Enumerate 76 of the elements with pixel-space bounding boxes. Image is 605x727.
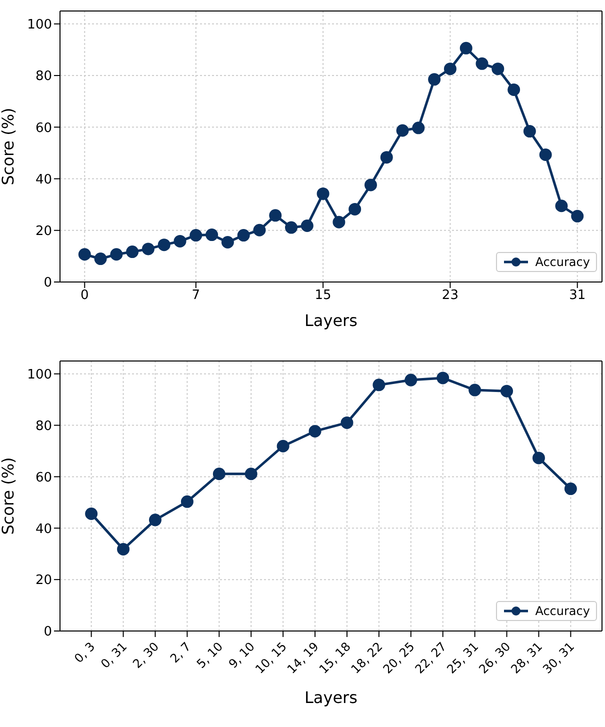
y-tick-label: 60 <box>35 470 52 486</box>
point <box>492 62 504 76</box>
point <box>539 148 552 162</box>
point <box>180 495 194 508</box>
point <box>380 151 393 164</box>
point <box>206 228 218 242</box>
point <box>237 229 250 242</box>
point <box>500 384 514 398</box>
x-tick-label: 5, 10 <box>194 639 226 671</box>
point <box>436 372 450 384</box>
x-tick-label: 0, 3 <box>72 639 98 666</box>
y-tick-label: 80 <box>35 69 52 84</box>
x-tick-label: 31 <box>569 288 586 304</box>
y-axis-title: Score (%) <box>0 108 18 186</box>
y-tick-label: 80 <box>35 418 52 434</box>
x-tick-label: 0 <box>80 288 89 304</box>
point <box>404 374 418 386</box>
point <box>523 125 536 138</box>
point <box>571 210 584 222</box>
y-tick-label: 20 <box>35 573 52 588</box>
point <box>412 122 425 134</box>
point <box>148 514 162 526</box>
y-tick-label: 40 <box>35 172 52 188</box>
point <box>476 57 488 70</box>
legend-label: Accuracy <box>535 255 590 269</box>
x-tick-label: 23 <box>442 288 458 304</box>
y-tick-label: 0 <box>44 624 52 640</box>
point <box>555 200 568 212</box>
point <box>78 248 91 261</box>
point <box>372 378 386 392</box>
point <box>532 452 545 464</box>
y-tick-label: 20 <box>35 224 52 239</box>
point <box>110 248 123 261</box>
point <box>508 83 520 96</box>
x-axis-title: Layers <box>304 311 358 330</box>
point <box>117 542 130 556</box>
point <box>428 73 441 86</box>
point <box>94 252 107 266</box>
point <box>126 246 139 258</box>
point <box>460 42 472 54</box>
point <box>564 482 577 496</box>
y-tick-label: 60 <box>35 120 52 136</box>
point <box>269 209 282 222</box>
point <box>142 242 154 256</box>
x-axis-title: Layers <box>304 688 358 707</box>
x-tick-label: 7 <box>192 288 200 304</box>
point <box>444 62 456 76</box>
point <box>348 202 362 216</box>
point <box>300 219 314 232</box>
point <box>468 384 482 396</box>
point <box>316 187 330 200</box>
x-tick-label: 15 <box>314 288 332 304</box>
y-tick-label: 100 <box>27 18 52 33</box>
point <box>221 236 234 249</box>
point <box>158 238 170 252</box>
point <box>174 234 186 248</box>
y-tick-label: 0 <box>44 276 52 291</box>
point <box>285 221 298 234</box>
point <box>190 229 202 242</box>
point <box>332 216 346 228</box>
y-tick-label: 40 <box>35 522 52 537</box>
point <box>396 124 409 137</box>
point <box>85 507 98 520</box>
x-tick-label: 2, 7 <box>167 639 194 666</box>
y-axis-title: Score (%) <box>0 457 18 535</box>
point <box>308 424 322 438</box>
x-tick-label: 0, 31 <box>98 639 130 671</box>
y-tick-label: 100 <box>27 367 52 382</box>
point <box>340 416 354 429</box>
point <box>244 468 258 480</box>
point <box>276 440 290 452</box>
point <box>253 224 266 236</box>
x-tick-label: 2, 30 <box>130 639 162 671</box>
legend-label: Accuracy <box>535 604 590 618</box>
point <box>212 468 226 480</box>
point <box>364 178 377 192</box>
